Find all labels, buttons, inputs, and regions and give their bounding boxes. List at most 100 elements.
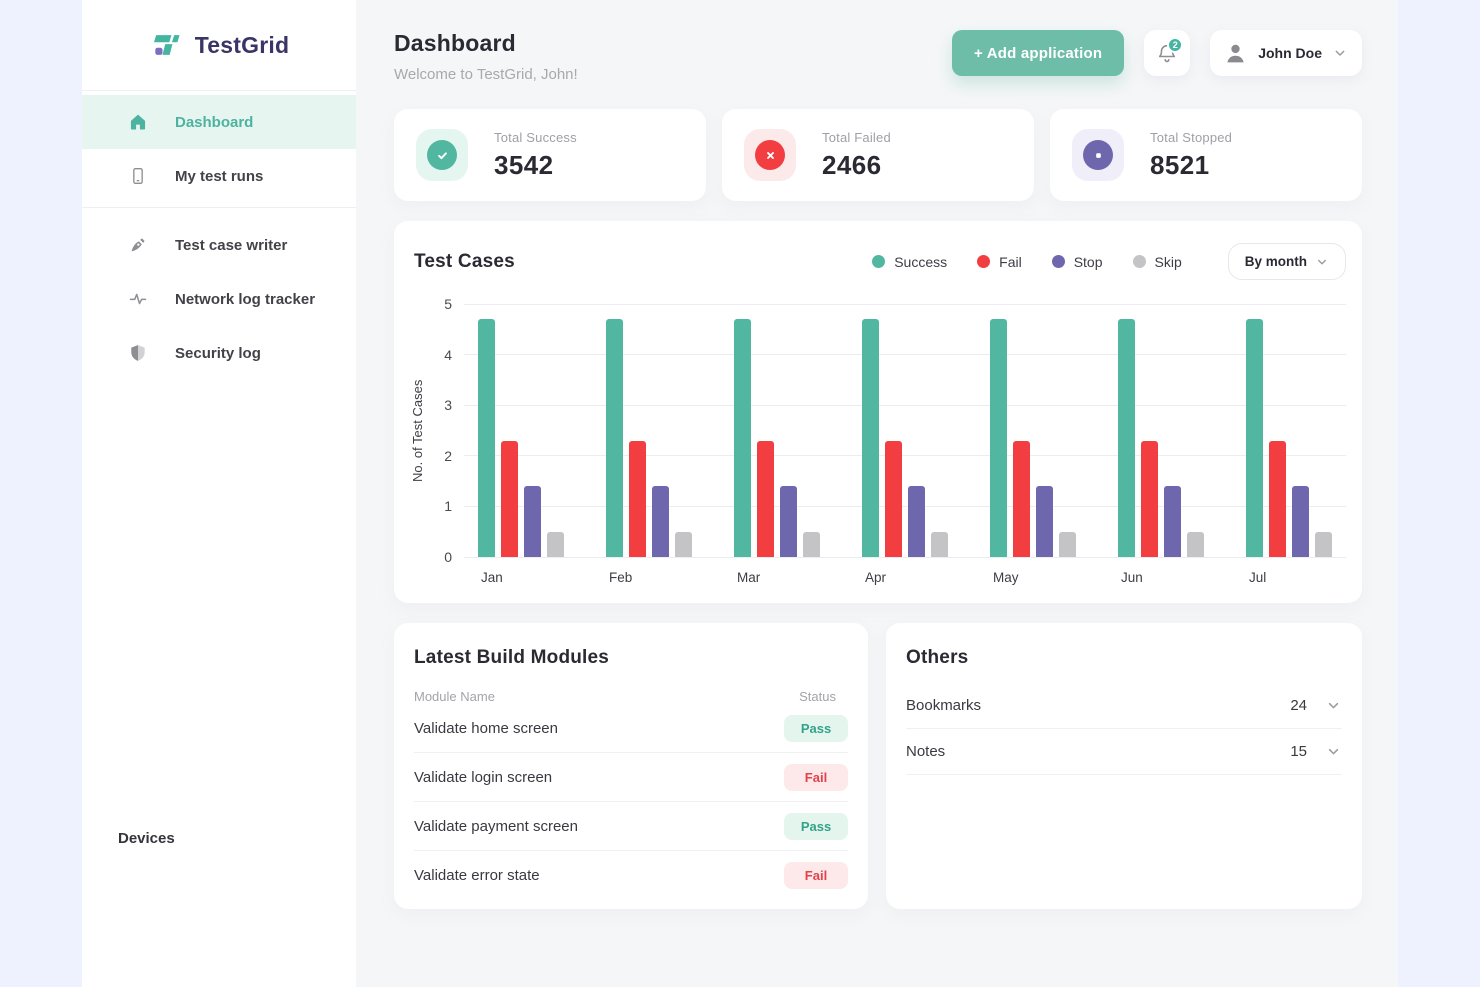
legend-item-stop: Stop — [1051, 254, 1103, 270]
gridline — [464, 505, 1346, 507]
legend-dot — [1132, 255, 1146, 268]
legend-label: Success — [894, 253, 948, 270]
sidebar-item-label: Network log tracker — [175, 290, 316, 308]
bar-success — [478, 319, 495, 557]
sidebar-item-network-log-tracker[interactable]: Network log tracker — [82, 272, 356, 326]
bar-success — [606, 319, 623, 557]
status-badge: Pass — [784, 812, 848, 840]
notification-count-badge: 2 — [1167, 37, 1184, 53]
bar-skip — [1315, 531, 1332, 557]
y-tick: 5 — [444, 296, 452, 312]
legend-label: Fail — [999, 253, 1022, 270]
bar-success — [990, 319, 1007, 557]
x-circle-icon-tile — [744, 129, 796, 181]
x-label: May — [993, 570, 1019, 585]
legend-dot — [872, 255, 886, 268]
bar-success — [862, 319, 879, 557]
sidebar-item-label: Security log — [175, 344, 261, 362]
legend-dot — [1051, 255, 1065, 268]
sidebar-item-my-test-runs[interactable]: My test runs — [82, 149, 356, 203]
page-subtitle: Welcome to TestGrid, John! — [394, 66, 578, 83]
bar-group-may — [990, 304, 1076, 557]
stat-value: 8521 — [1150, 149, 1210, 180]
stat-text: Total Failed 2466 — [822, 130, 891, 181]
others-card: Others Bookmarks 24 Notes 15 — [886, 623, 1362, 909]
sidebar-divider — [82, 207, 356, 208]
x-circle-icon — [755, 140, 785, 170]
module-name: Validate payment screen — [414, 817, 578, 835]
bar-fail — [885, 440, 902, 557]
sidebar-item-test-case-writer[interactable]: Test case writer — [82, 218, 356, 272]
stat-text: Total Stopped 8521 — [1150, 130, 1232, 181]
gridline — [464, 556, 1346, 558]
add-application-button[interactable]: + Add application — [951, 30, 1125, 76]
y-axis-ticks: 0 1 2 3 4 5 — [432, 296, 464, 565]
page-header: Dashboard Welcome to TestGrid, John! + A… — [394, 30, 1362, 83]
sidebar-item-devices[interactable]: Devices — [118, 830, 175, 847]
user-menu[interactable]: John Doe — [1210, 30, 1362, 76]
legend-label: Skip — [1154, 253, 1182, 270]
home-icon — [128, 112, 148, 132]
gridline — [464, 404, 1346, 406]
other-label: Notes — [906, 743, 946, 760]
sidebar-nav: Dashboard My test runs Test case writer Net… — [82, 91, 356, 380]
module-name: Validate error state — [414, 867, 540, 884]
bar-stop — [780, 486, 797, 557]
by-month-dropdown[interactable]: By month — [1227, 243, 1346, 280]
module-name: Validate home screen — [414, 719, 558, 737]
bar-skip — [931, 531, 948, 557]
chevron-down-icon — [1332, 45, 1348, 61]
app-window: TestGrid Dashboard My test runs Test case … — [82, 0, 1398, 987]
bar-group-jun — [1118, 304, 1204, 557]
stat-card: Total Success 3542 — [394, 109, 706, 201]
stat-cards: Total Success 3542 Total Failed 2466 Total S… — [394, 109, 1362, 201]
x-label: Jun — [1121, 570, 1143, 585]
y-tick: 2 — [444, 447, 452, 464]
others-title: Others — [906, 647, 969, 668]
latest-build-modules-card: Latest Build Modules Module Name Status … — [394, 623, 868, 909]
chevron-down-icon[interactable] — [1325, 697, 1342, 714]
sidebar-item-label: My test runs — [175, 167, 264, 185]
bar-fail — [1269, 440, 1286, 557]
bar-fail — [1141, 440, 1158, 557]
y-axis-label: No. of Test Cases — [410, 379, 425, 482]
x-label: Jan — [481, 570, 503, 585]
legend-item-fail: Fail — [977, 254, 1022, 270]
bar-fail — [629, 440, 646, 557]
bar-stop — [652, 486, 669, 557]
list-item-bookmarks[interactable]: Bookmarks 24 — [906, 683, 1342, 729]
gridline — [464, 354, 1346, 356]
check-circle-icon — [427, 140, 457, 170]
stop-circle-icon-tile — [1072, 129, 1124, 181]
sidebar-item-security-log[interactable]: Security log — [82, 326, 356, 380]
bar-stop — [908, 486, 925, 557]
legend-item-skip: Skip — [1132, 253, 1182, 270]
avatar — [1223, 41, 1248, 66]
bar-success — [1118, 319, 1135, 557]
pen-icon — [128, 235, 148, 255]
stat-card: Total Failed 2466 — [722, 109, 1034, 201]
x-label: Mar — [737, 570, 761, 585]
notifications-button[interactable]: 2 — [1144, 30, 1191, 76]
bar-success — [734, 319, 751, 557]
bar-skip — [1059, 531, 1076, 557]
other-label: Bookmarks — [906, 697, 982, 714]
list-item-notes[interactable]: Notes 15 — [906, 729, 1342, 775]
other-count: 24 — [1290, 697, 1307, 714]
bar-group-jul — [1246, 304, 1332, 557]
others-list: Bookmarks 24 Notes 15 — [906, 683, 1342, 775]
bar-groups — [464, 304, 1346, 557]
sidebar-item-label: Test case writer — [175, 236, 288, 254]
modules-title: Latest Build Modules — [414, 647, 610, 668]
table-row: Validate login screen Fail — [414, 753, 848, 802]
module-name: Validate login screen — [414, 768, 553, 786]
sidebar-item-dashboard[interactable]: Dashboard — [82, 95, 356, 149]
chevron-down-icon[interactable] — [1325, 743, 1342, 760]
x-axis-labels: Jan Feb Mar Apr May Jun Jul — [464, 570, 1346, 585]
bar-skip — [1187, 531, 1204, 557]
bar-group-apr — [862, 304, 948, 557]
bar-fail — [757, 440, 774, 557]
table-row: Validate payment screen Pass — [414, 802, 848, 851]
legend-item-success: Success — [872, 254, 947, 270]
stat-text: Total Success 3542 — [494, 130, 577, 181]
